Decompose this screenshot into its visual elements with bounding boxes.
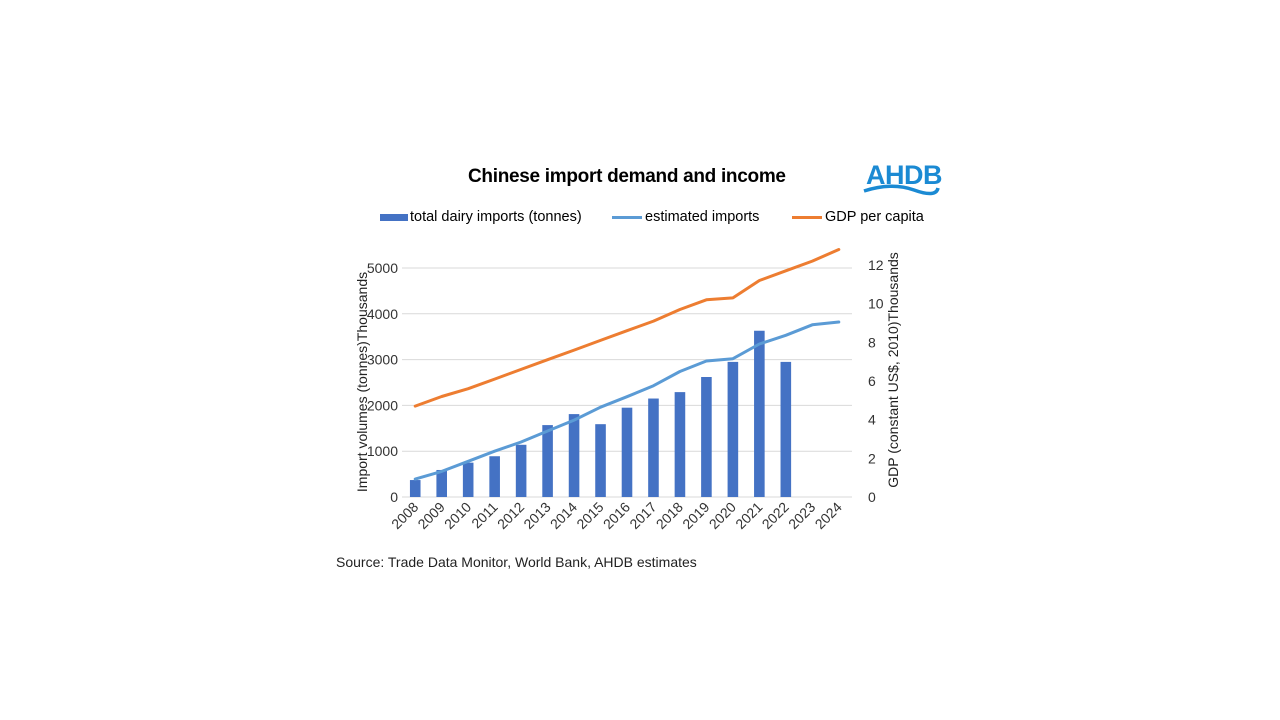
x-tick-label: 2020 [706,499,739,532]
x-tick-label: 2016 [600,499,633,532]
y-left-tick-label: 3000 [367,352,398,368]
x-tick-label: 2018 [653,499,686,532]
y-left-tick-label: 1000 [367,443,398,459]
source-note: Source: Trade Data Monitor, World Bank, … [336,554,697,570]
y-right-tick-label: 0 [868,489,876,505]
x-tick-label: 2012 [494,499,527,532]
bar [674,392,686,497]
bar [754,330,765,497]
legend-item-gdp-per-capita: GDP per capita [792,209,924,225]
bar [595,424,606,497]
bar [542,425,553,497]
logo-wave-icon [863,184,940,196]
bar [515,444,527,497]
y-right-tick-label: 10 [868,296,884,312]
x-tick-label: 2011 [468,499,501,532]
legend-swatch-bar [380,213,408,221]
x-tick-label: 2023 [785,499,818,532]
x-tick-label: 2009 [414,499,447,532]
y-left-axis-title: Import volumes (tonnes)Thousands [354,272,370,492]
legend-label: GDP per capita [825,209,924,225]
y-left-tick-label: 2000 [367,397,398,413]
y-right-tick-label: 2 [868,450,876,466]
y-right-tick-label: 12 [868,257,884,273]
bar [489,456,500,497]
bar [409,480,421,497]
chart-title: Chinese import demand and income [468,166,786,187]
x-tick-label: 2013 [520,499,553,532]
x-tick-label: 2024 [812,499,845,532]
x-tick-label: 2014 [547,499,580,532]
bar [648,398,659,497]
ahdb-logo: AHDB [862,160,943,200]
gdp-per-capita-line [413,248,841,408]
bar [780,361,792,497]
y-left-tick-label: 4000 [367,306,398,322]
bar-series [409,330,792,497]
y-right-tick-label: 6 [868,373,876,389]
legend-label: estimated imports [645,209,760,225]
bar [568,414,580,497]
legend-swatch-line [792,215,822,219]
x-tick-label: 2019 [679,499,712,532]
legend-swatch-line [612,215,642,219]
legend-item-estimated-imports: estimated imports [612,209,759,225]
bar [621,407,633,497]
y-right-tick-label: 8 [868,334,876,350]
x-tick-label: 2015 [573,499,606,532]
legend-label: total dairy imports (tonnes) [410,209,582,225]
y-right-axis-title: GDP (constant US$, 2010)Thousands [885,252,901,488]
bar [727,361,739,497]
bar [701,377,712,497]
y-right-tick-label: 4 [868,412,876,428]
y-left-tick-label: 5000 [367,260,398,276]
y-left-tick-label: 0 [390,489,398,505]
x-tick-label: 2010 [441,499,474,532]
x-tick-label: 2021 [732,499,765,532]
legend-item-total-dairy-imports: total dairy imports (tonnes) [380,209,582,225]
x-tick-label: 2017 [626,499,659,532]
bar [436,469,447,497]
bar [462,462,474,497]
logo-text: AHDB [866,160,943,190]
line-series [413,248,841,481]
x-tick-label: 2022 [759,499,792,532]
